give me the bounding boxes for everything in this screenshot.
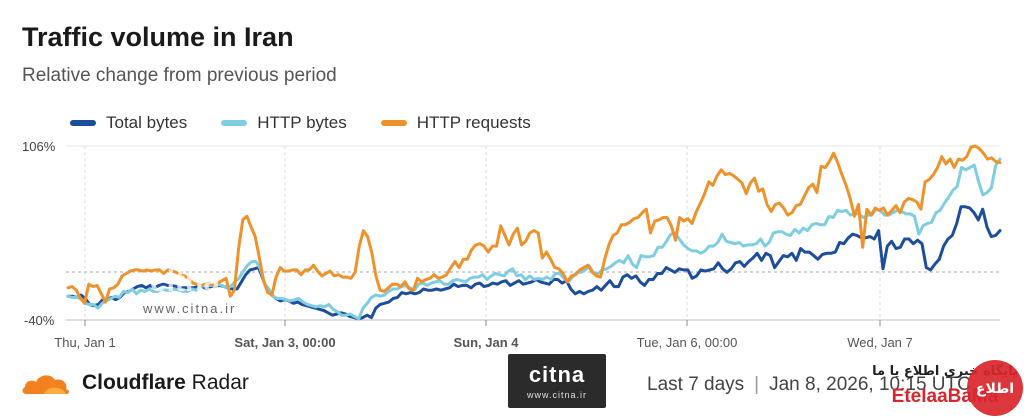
- y-tick-label-bottom: -40%: [24, 313, 55, 328]
- x-tick-label: Thu, Jan 1: [54, 335, 115, 350]
- citna-logo: citna www.citna.ir: [508, 354, 606, 408]
- citna-logo-text: citna: [528, 362, 586, 387]
- citna-url-watermark: www.citna.ir: [143, 301, 237, 316]
- legend-label: HTTP requests: [416, 113, 531, 132]
- legend-item-http-requests[interactable]: HTTP requests: [380, 113, 531, 133]
- etelaabama-watermark: پایگاه خبری اطلاع یا ما EtelaaBaMa اطلاع: [872, 360, 1023, 416]
- legend-label: HTTP bytes: [257, 113, 347, 132]
- cloudflare-brand[interactable]: Cloudflare Radar: [20, 370, 249, 396]
- legend-item-http-bytes[interactable]: HTTP bytes: [221, 113, 347, 133]
- y-tick-label-top: 106%: [22, 139, 56, 154]
- brand-name-bold: Cloudflare: [82, 371, 186, 394]
- legend-item-total-bytes[interactable]: Total bytes: [70, 113, 187, 133]
- series-layer: [66, 144, 1002, 321]
- legend-label: Total bytes: [106, 113, 188, 132]
- x-tick-label: Sun, Jan 4: [453, 335, 519, 350]
- timestamp: Jan 8, 2026, 10:15 UTC: [769, 374, 971, 395]
- etelaabama-badge-icon: [967, 360, 1023, 416]
- page-subtitle: Relative change from previous period: [22, 65, 337, 86]
- brand-name-rest: Radar: [185, 371, 249, 394]
- time-range[interactable]: Last 7 days: [647, 374, 745, 395]
- citna-watermark-overlay: citna: [150, 265, 220, 298]
- cloudflare-cloud-icon: [22, 375, 69, 394]
- x-gridlines: [84, 146, 881, 320]
- page-title: Traffic volume in Iran: [22, 22, 294, 52]
- series-line-http-bytes[interactable]: [66, 157, 1002, 321]
- x-tick-label: Tue, Jan 6, 00:00: [637, 335, 738, 350]
- separator: |: [754, 374, 760, 395]
- legend-swatch: [380, 120, 407, 126]
- legend-swatch: [221, 120, 248, 126]
- x-ticks: [84, 320, 881, 326]
- brand-name: Cloudflare Radar: [82, 371, 249, 395]
- x-tick-label: Wed, Jan 7: [847, 335, 913, 350]
- x-tick-label: Sat, Jan 3, 00:00: [234, 335, 335, 350]
- chart-legend: Total bytes HTTP bytes HTTP requests: [70, 113, 531, 133]
- series-line-http-requests[interactable]: [66, 144, 1002, 305]
- etelaabama-badge: اطلاع: [976, 381, 1014, 397]
- legend-swatch: [70, 120, 96, 126]
- citna-logo-url: www.citna.ir: [526, 390, 587, 400]
- footer-timestamp: Last 7 days | Jan 8, 2026, 10:15 UTC: [647, 374, 971, 396]
